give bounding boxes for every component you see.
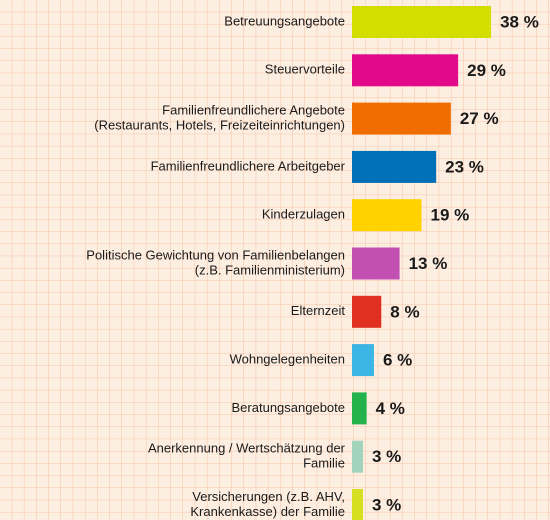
category-label: Versicherungen (z.B. AHV,: [192, 489, 345, 504]
value-label: 19 %: [431, 206, 470, 225]
bar: [352, 295, 382, 328]
value-label: 8 %: [390, 302, 419, 321]
category-label: Politische Gewichtung von Familienbelang…: [86, 247, 345, 262]
bar: [352, 392, 367, 425]
category-label: Krankenkasse) der Familie: [190, 504, 345, 519]
bar: [352, 344, 374, 377]
value-label: 27 %: [460, 109, 499, 128]
bar: [352, 102, 451, 135]
value-label: 13 %: [409, 254, 448, 273]
value-label: 6 %: [383, 351, 412, 370]
category-label: (z.B. Familienministerium): [195, 262, 345, 277]
category-label: Familie: [303, 456, 345, 471]
bar: [352, 54, 459, 87]
category-label: Elternzeit: [291, 303, 346, 318]
bar: [352, 440, 363, 473]
category-label: Kinderzulagen: [262, 207, 345, 222]
value-label: 3 %: [372, 495, 401, 514]
bar: [352, 247, 400, 280]
value-label: 3 %: [372, 447, 401, 466]
category-label: Betreuungsangebote: [224, 13, 345, 28]
category-label: Familienfreundlichere Arbeitgeber: [151, 158, 346, 173]
value-label: 29 %: [467, 61, 506, 80]
bar: [352, 6, 492, 38]
category-label: Beratungsangebote: [232, 400, 345, 415]
bar: [352, 150, 437, 183]
bar: [352, 489, 363, 520]
category-label: Anerkennung / Wertschätzung der: [148, 441, 346, 456]
category-label: Steuervorteile: [265, 62, 345, 77]
category-label: Wohngelegenheiten: [230, 352, 345, 367]
category-label: (Restaurants, Hotels, Freizeiteinrichtun…: [94, 118, 345, 133]
value-label: 4 %: [376, 399, 405, 418]
bar: [352, 199, 422, 232]
value-label: 23 %: [445, 157, 484, 176]
category-label: Familienfreundlichere Angebote: [162, 103, 345, 118]
value-label: 38 %: [500, 12, 539, 31]
